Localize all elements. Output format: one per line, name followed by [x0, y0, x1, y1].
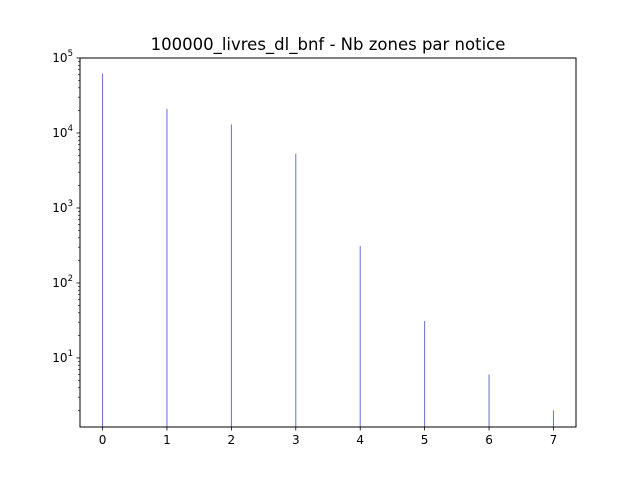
bar-5 [424, 321, 426, 427]
y-tick-exponent: 2 [68, 274, 73, 284]
y-tick-exponent: 4 [68, 124, 73, 134]
x-tick-label-6: 6 [485, 433, 493, 447]
y-tick-base: 10 [52, 276, 67, 290]
y-tick-label-4: 104 [52, 124, 73, 140]
bar-4 [359, 246, 361, 427]
y-tick-base: 10 [52, 201, 67, 215]
y-tick-base: 10 [52, 126, 67, 140]
y-tick-label-2: 102 [52, 274, 73, 290]
x-axis-ticks: 0 1 2 3 4 5 6 7 [99, 427, 558, 447]
bar-1 [166, 108, 168, 427]
x-tick-label-3: 3 [292, 433, 300, 447]
x-tick-label-7: 7 [550, 433, 558, 447]
y-tick-label-5: 105 [52, 49, 73, 65]
bar-0 [102, 73, 104, 427]
bar-3 [295, 153, 297, 427]
chart-title: 100000_livres_dl_bnf - Nb zones par noti… [151, 35, 506, 55]
y-tick-label-3: 103 [52, 199, 73, 215]
plot-frame [79, 57, 577, 428]
bar-2 [230, 124, 232, 427]
y-tick-exponent: 1 [68, 349, 73, 359]
bar-7 [552, 410, 554, 427]
y-tick-base: 10 [52, 51, 67, 65]
x-tick-label-5: 5 [421, 433, 429, 447]
x-tick-label-1: 1 [163, 433, 171, 447]
x-tick-label-0: 0 [99, 433, 107, 447]
y-tick-exponent: 3 [68, 199, 73, 209]
bar-6 [488, 374, 490, 427]
y-tick-base: 10 [52, 351, 67, 365]
bars-group [102, 73, 554, 427]
y-tick-label-1: 101 [52, 349, 73, 365]
y-tick-exponent: 5 [68, 49, 73, 59]
x-tick-label-2: 2 [228, 433, 236, 447]
x-tick-label-4: 4 [356, 433, 364, 447]
